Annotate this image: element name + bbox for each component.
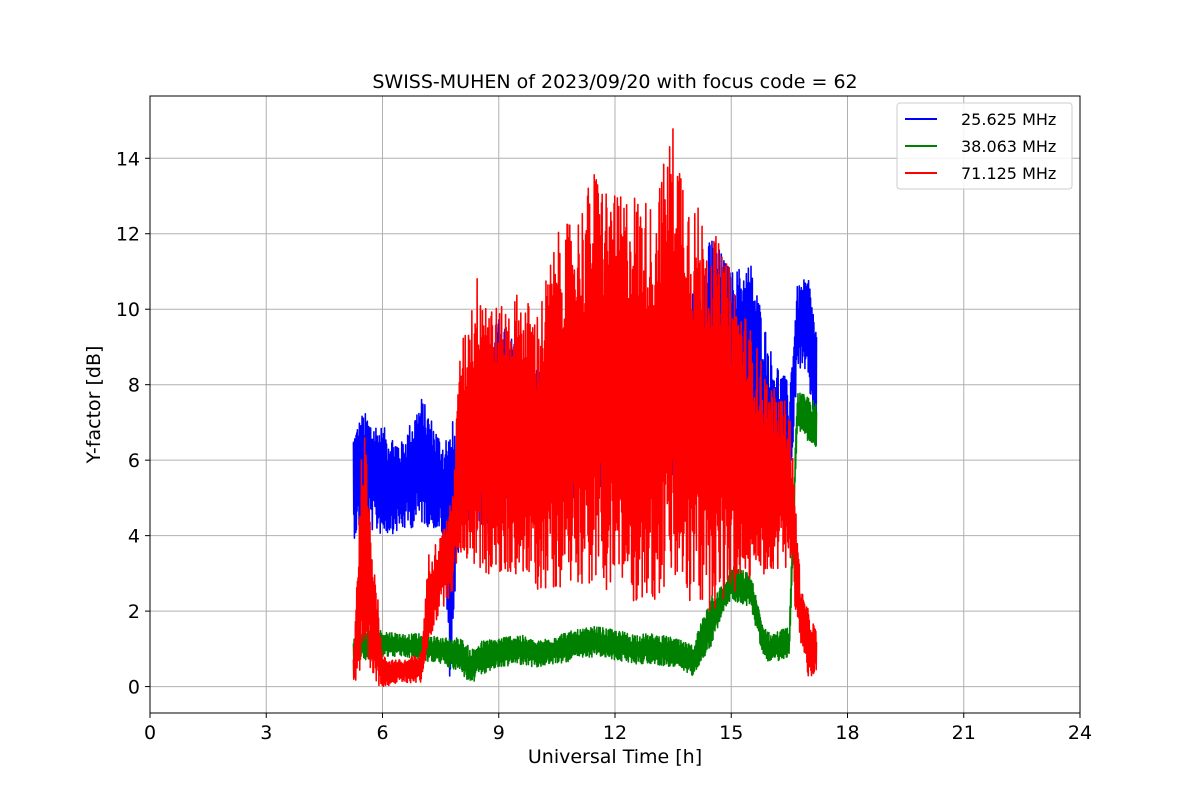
y-tick-label: 6: [128, 450, 140, 472]
legend-label: 25.625 MHz: [961, 110, 1056, 129]
x-tick-label: 6: [376, 722, 388, 744]
legend: 25.625 MHz 38.063 MHz 71.125 MHz: [896, 102, 1073, 190]
x-axis-label: Universal Time [h]: [528, 746, 702, 768]
x-tick-label: 12: [603, 722, 627, 744]
y-tick-label: 0: [128, 677, 140, 699]
legend-label: 38.063 MHz: [961, 137, 1056, 156]
y-tick-label: 14: [116, 148, 140, 170]
y-tick-label: 8: [128, 375, 140, 397]
y-tick-label: 12: [116, 224, 140, 246]
series-line-1: [352, 392, 818, 682]
series-layer: [352, 128, 818, 688]
x-tick-label: 24: [1068, 722, 1092, 744]
y-tick-label: 2: [128, 601, 140, 623]
x-tick-label: 3: [260, 722, 272, 744]
legend-box: [896, 102, 1073, 190]
y-axis-label: Y-factor [dB]: [83, 346, 105, 465]
x-tick-label: 9: [493, 722, 505, 744]
x-tick-label: 0: [144, 722, 156, 744]
y-tick-label: 4: [128, 526, 140, 548]
x-tick-label: 15: [719, 722, 743, 744]
series-line-2: [352, 128, 818, 688]
y-tick-label: 10: [116, 299, 140, 321]
x-tick-label: 21: [952, 722, 976, 744]
x-tick-label: 18: [835, 722, 859, 744]
legend-label: 71.125 MHz: [961, 164, 1056, 183]
chart-title: SWISS-MUHEN of 2023/09/20 with focus cod…: [372, 71, 857, 93]
